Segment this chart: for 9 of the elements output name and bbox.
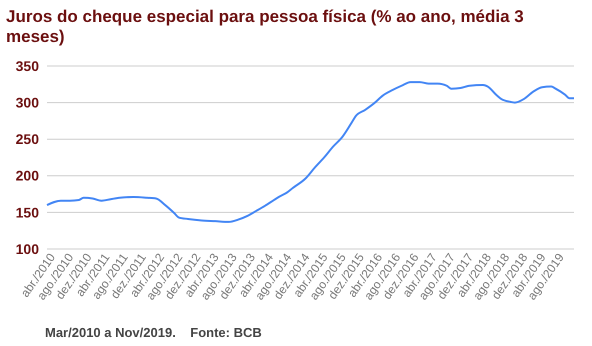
y-tick-label: 300 [16,94,40,110]
text: Mar/2010 a Nov/2019. Fonte: BCB [45,325,262,340]
chart-title: Juros do cheque especial para pessoa física (% ao ano, média 3 meses) [6,7,524,46]
line-series [46,81,575,223]
y-tick-label: 200 [16,168,40,184]
y-tick-label: 150 [16,204,40,220]
y-tick-label: 250 [16,131,40,148]
y-tick-label: 100 [16,240,40,257]
y-tick-label: 350 [16,58,40,74]
